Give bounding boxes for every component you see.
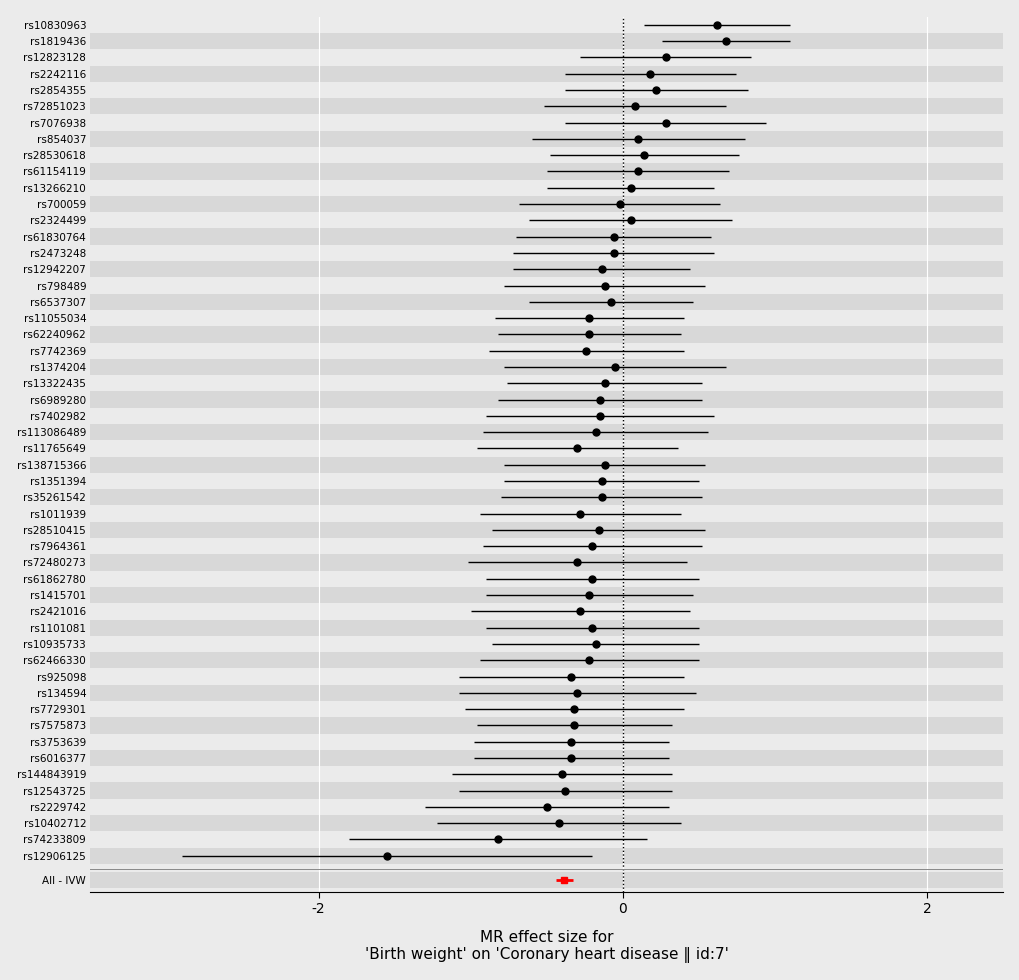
Bar bbox=[91, 506, 1003, 521]
Bar bbox=[91, 848, 1003, 864]
Bar bbox=[91, 555, 1003, 570]
Bar bbox=[91, 440, 1003, 457]
Bar bbox=[91, 604, 1003, 619]
Bar bbox=[91, 164, 1003, 179]
Bar bbox=[91, 766, 1003, 782]
Bar bbox=[91, 326, 1003, 343]
X-axis label: MR effect size for
'Birth weight' on 'Coronary heart disease ‖ id:7': MR effect size for 'Birth weight' on 'Co… bbox=[365, 930, 728, 963]
Bar bbox=[91, 636, 1003, 652]
Bar bbox=[91, 391, 1003, 408]
Bar bbox=[91, 538, 1003, 555]
Bar bbox=[91, 277, 1003, 294]
Bar bbox=[91, 473, 1003, 489]
Bar bbox=[91, 831, 1003, 848]
Bar bbox=[91, 179, 1003, 196]
Bar bbox=[91, 375, 1003, 391]
Bar bbox=[91, 82, 1003, 98]
Bar bbox=[91, 147, 1003, 164]
Bar bbox=[91, 701, 1003, 717]
Bar bbox=[91, 343, 1003, 359]
Bar bbox=[91, 196, 1003, 213]
Bar bbox=[91, 489, 1003, 506]
Bar bbox=[91, 98, 1003, 115]
Bar bbox=[91, 587, 1003, 604]
Bar bbox=[91, 521, 1003, 538]
Bar bbox=[91, 685, 1003, 701]
Bar bbox=[91, 457, 1003, 473]
Bar bbox=[91, 245, 1003, 261]
Bar bbox=[91, 49, 1003, 66]
Bar bbox=[91, 815, 1003, 831]
Bar bbox=[91, 424, 1003, 440]
Bar bbox=[91, 17, 1003, 33]
Bar bbox=[91, 130, 1003, 147]
Bar bbox=[91, 734, 1003, 750]
Bar bbox=[91, 66, 1003, 82]
Bar bbox=[91, 213, 1003, 228]
Bar bbox=[91, 570, 1003, 587]
Bar bbox=[91, 799, 1003, 815]
Bar bbox=[91, 359, 1003, 375]
Bar bbox=[91, 115, 1003, 130]
Bar bbox=[91, 294, 1003, 310]
Bar bbox=[91, 668, 1003, 685]
Bar bbox=[91, 750, 1003, 766]
Bar bbox=[91, 310, 1003, 326]
Bar bbox=[91, 408, 1003, 424]
Bar bbox=[91, 33, 1003, 49]
Bar bbox=[91, 717, 1003, 734]
Bar bbox=[91, 228, 1003, 245]
Bar bbox=[91, 261, 1003, 277]
Bar bbox=[91, 619, 1003, 636]
Bar bbox=[91, 782, 1003, 799]
Bar bbox=[91, 872, 1003, 888]
Bar bbox=[91, 652, 1003, 668]
